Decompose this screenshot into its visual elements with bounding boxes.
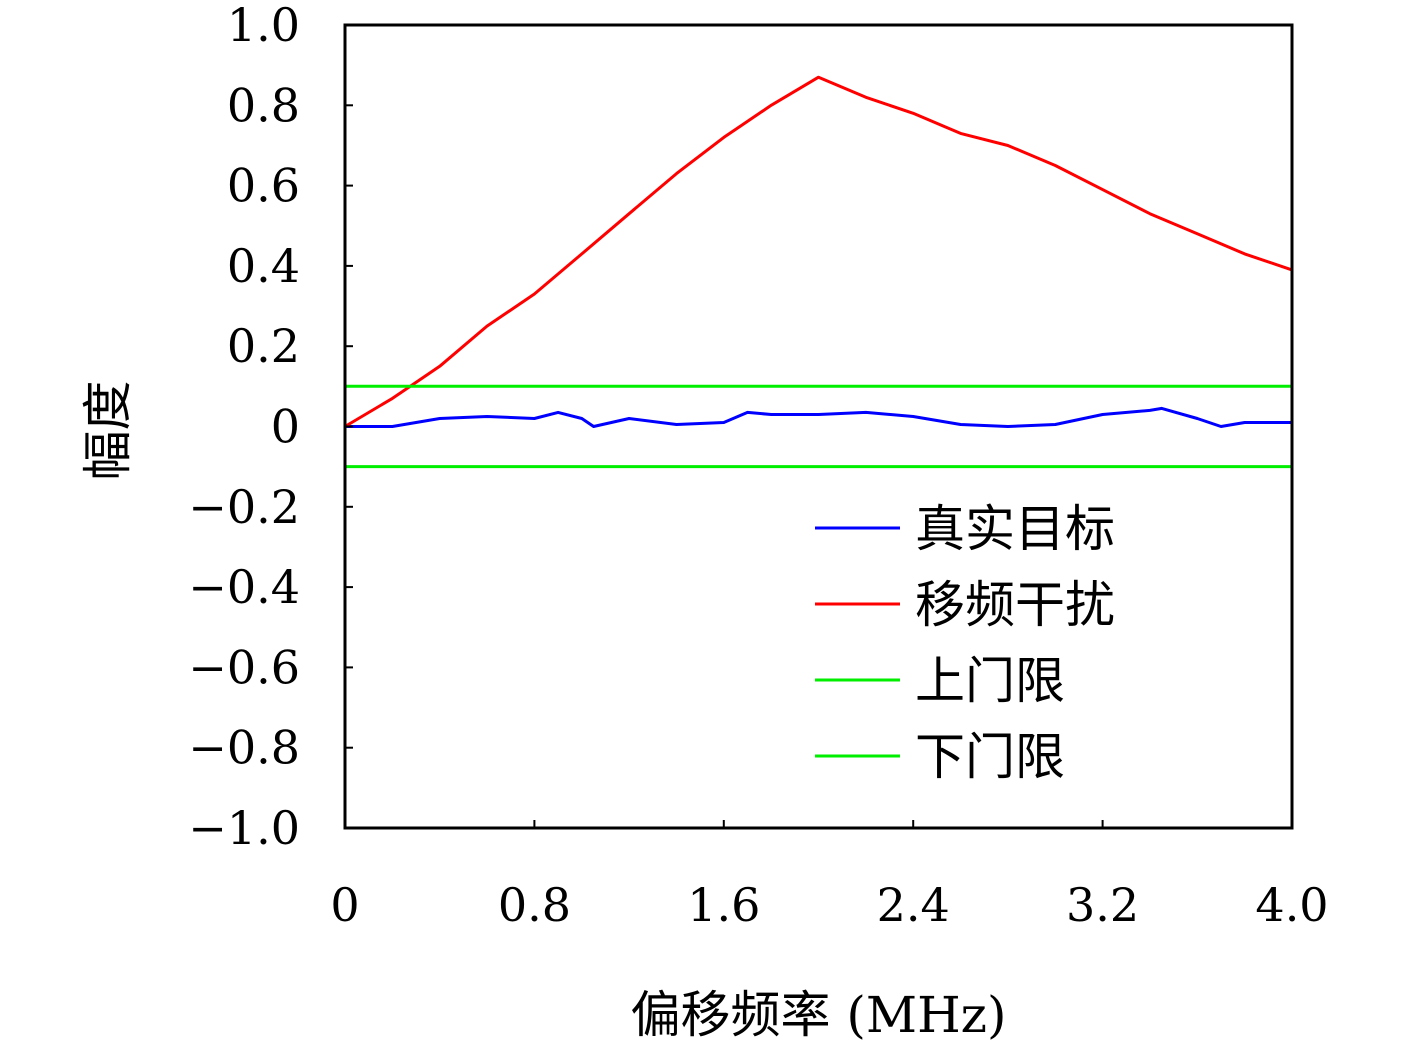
x-tick-label: 2.4 <box>877 878 950 932</box>
x-tick-label: 0 <box>330 878 359 932</box>
legend-label-2: 移频干扰 <box>915 576 1115 634</box>
plot-frame <box>343 23 1294 830</box>
legend-label-1: 真实目标 <box>915 500 1115 558</box>
x-tick-label: 4.0 <box>1255 878 1328 932</box>
y-tick-label: −1.0 <box>188 801 300 855</box>
series-line-2 <box>344 75 1293 428</box>
y-tick-label: −0.6 <box>188 640 300 694</box>
y-tick-label: 0.2 <box>227 319 300 373</box>
ticks-layer: 0 0.8 1.6 2.4 3.2 4.0 1.0 0.8 0.6 0.4 0.2 0 −0.2 −0.4… <box>188 0 1328 932</box>
series-line-1 <box>345 406 1292 428</box>
x-tick-label: 3.2 <box>1066 878 1139 932</box>
legend-label-3: 上门限 <box>915 652 1065 710</box>
y-tick-label: −0.2 <box>188 480 300 534</box>
x-axis-label: 偏移频率 (MHz) <box>630 986 1006 1044</box>
y-tick-label: −0.8 <box>188 721 300 775</box>
y-axis-label: 幅度 <box>79 381 137 481</box>
series-layer <box>344 75 1293 469</box>
y-tick-label: 1.0 <box>227 0 300 52</box>
y-tick-label: 0 <box>271 400 300 454</box>
y-tick-label: 0.4 <box>227 239 300 293</box>
legend-label-4: 下门限 <box>915 728 1065 786</box>
x-tick-label: 1.6 <box>687 878 760 932</box>
y-tick-label: 0.8 <box>227 78 300 132</box>
y-tick-label: 0.6 <box>227 159 300 213</box>
x-tick-label: 0.8 <box>498 878 571 932</box>
y-tick-label: −0.4 <box>188 560 300 614</box>
